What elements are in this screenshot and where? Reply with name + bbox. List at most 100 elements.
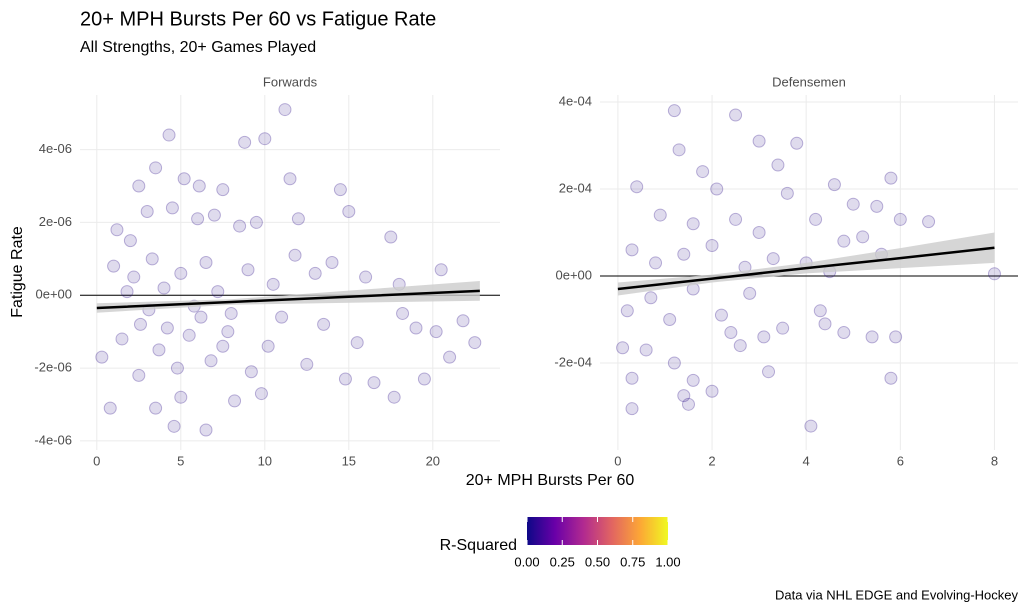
point (133, 317, 147, 331)
point (752, 134, 766, 148)
legend-tick-label: 0.00 (514, 554, 539, 569)
point (705, 384, 719, 398)
point (813, 304, 827, 318)
point (616, 341, 630, 355)
point (192, 179, 206, 193)
point (145, 252, 159, 266)
point (228, 394, 242, 408)
point (177, 172, 191, 186)
y-tick-label: 2e-04 (559, 180, 592, 195)
point (743, 286, 757, 300)
point (417, 372, 431, 386)
point (434, 263, 448, 277)
point (663, 312, 677, 326)
point (182, 328, 196, 342)
point (714, 308, 728, 322)
point (338, 372, 352, 386)
point (308, 266, 322, 280)
point (837, 326, 851, 340)
point (165, 201, 179, 215)
point (300, 357, 314, 371)
point (95, 350, 109, 364)
y-axis-label: Fatigue Rate (9, 226, 26, 318)
point (429, 325, 443, 339)
point (174, 266, 188, 280)
point (696, 165, 710, 179)
point (216, 339, 230, 353)
point (809, 212, 823, 226)
point (123, 234, 137, 248)
x-axis-label: 20+ MPH Bursts Per 60 (466, 472, 635, 489)
point (625, 243, 639, 257)
point (827, 178, 841, 192)
point (261, 339, 275, 353)
point (199, 423, 213, 437)
point (157, 281, 171, 295)
point (291, 212, 305, 226)
point (249, 215, 263, 229)
point (238, 135, 252, 149)
point (149, 401, 163, 415)
x-tick-label: 6 (897, 453, 904, 468)
legend-title: R-Squared (440, 537, 517, 554)
point (275, 310, 289, 324)
point (387, 390, 401, 404)
point (224, 306, 238, 320)
point (922, 215, 936, 229)
point (367, 376, 381, 390)
point (127, 270, 141, 284)
point (409, 321, 423, 335)
point (333, 183, 347, 197)
trend-line (96, 289, 480, 310)
y-tick-label: 2e-06 (39, 214, 72, 229)
point (766, 252, 780, 266)
point (456, 314, 470, 328)
point (729, 212, 743, 226)
point (207, 208, 221, 222)
y-tick-label: -4e-06 (34, 432, 72, 447)
point (120, 285, 134, 299)
point (211, 285, 225, 299)
point (132, 179, 146, 193)
x-tick-label: 0 (614, 453, 621, 468)
point (204, 354, 218, 368)
panel-title: Defensemen (772, 74, 846, 89)
point (846, 197, 860, 211)
panel-title: Forwards (263, 74, 318, 89)
point (686, 217, 700, 231)
x-tick-label: 20 (426, 453, 440, 468)
point (752, 225, 766, 239)
point (705, 239, 719, 253)
point (216, 183, 230, 197)
point (681, 397, 695, 411)
point (625, 371, 639, 385)
point (672, 143, 686, 157)
point (132, 368, 146, 382)
point (254, 387, 268, 401)
point (384, 230, 398, 244)
point (630, 180, 644, 194)
point (162, 128, 176, 142)
point (790, 136, 804, 150)
point (194, 310, 208, 324)
point (757, 330, 771, 344)
point (140, 205, 154, 219)
point (710, 182, 724, 196)
point (987, 267, 1001, 281)
point (667, 104, 681, 118)
y-tick-label: 4e-04 (559, 93, 592, 108)
point (762, 365, 776, 379)
y-tick-label: 0e+00 (555, 267, 592, 282)
point (620, 304, 634, 318)
point (818, 317, 832, 331)
chart-subtitle: All Strengths, 20+ Games Played (80, 39, 316, 56)
legend-tick-label: 1.00 (655, 554, 680, 569)
point (724, 326, 738, 340)
point (149, 161, 163, 175)
point (856, 230, 870, 244)
caption: Data via NHL EDGE and Evolving-Hockey (775, 587, 1019, 602)
y-tick-label: -2e-06 (34, 360, 72, 375)
point (804, 419, 818, 433)
point (199, 255, 213, 269)
